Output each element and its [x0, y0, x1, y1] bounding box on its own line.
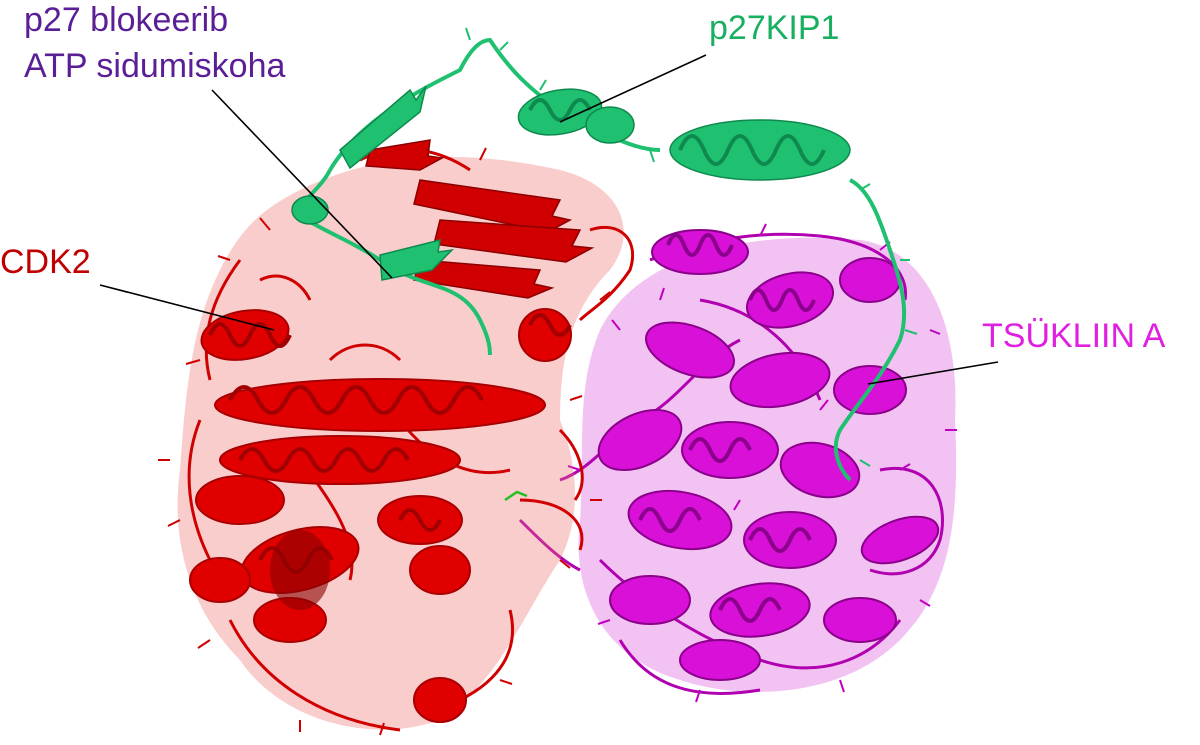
- cdk2-leader-line: [99, 284, 275, 331]
- p27-leader-line: [559, 54, 707, 123]
- atp-site-label-line1: p27 blokeerib: [24, 1, 229, 39]
- cdk2-structure: [158, 139, 635, 736]
- atp-site-label-line2: ATP sidumiskoha: [24, 47, 286, 85]
- p27kip1-label: p27KIP1: [709, 9, 840, 47]
- cyclin-a-label: TSÜKLIIN A: [982, 317, 1166, 355]
- cyclin-leader-line: [867, 361, 999, 385]
- p27kip1-structure: [291, 27, 918, 502]
- leader-lines: [99, 54, 999, 385]
- atp-leader-line: [211, 89, 393, 279]
- cyclin-a-structure: [518, 223, 957, 703]
- cdk2-label: CDK2: [0, 243, 91, 281]
